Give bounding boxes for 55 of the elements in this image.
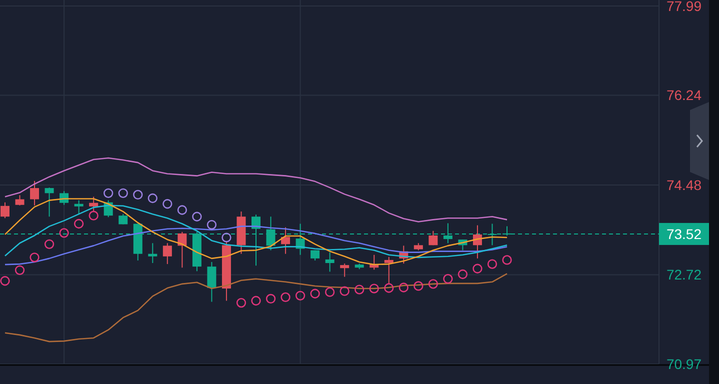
point <box>88 210 98 220</box>
point <box>428 279 438 289</box>
candlestick <box>281 226 290 254</box>
y-tick-label: 72.72 <box>666 266 702 283</box>
point <box>44 239 54 249</box>
point <box>162 199 172 209</box>
point <box>104 188 114 198</box>
candlestick <box>148 242 158 264</box>
point <box>310 288 320 298</box>
candlestick <box>118 214 128 225</box>
point <box>74 218 84 229</box>
point <box>177 205 188 215</box>
candlestick <box>340 263 350 278</box>
line-series <box>4 157 508 222</box>
point <box>280 292 290 302</box>
point <box>354 284 364 294</box>
point <box>266 294 276 304</box>
point <box>222 232 232 242</box>
point <box>340 286 350 296</box>
candlestick <box>162 242 172 265</box>
point <box>148 193 158 204</box>
point <box>192 212 202 222</box>
point <box>502 255 512 265</box>
point <box>398 282 408 292</box>
point <box>384 283 394 293</box>
point <box>0 276 10 286</box>
point <box>59 228 69 238</box>
y-tick-label: 74.48 <box>666 176 702 193</box>
point <box>443 274 453 284</box>
point <box>414 281 424 291</box>
point <box>472 264 482 274</box>
point <box>251 296 261 306</box>
point <box>458 269 468 280</box>
point <box>324 287 335 297</box>
ref-line-label: 73.52 <box>666 226 702 242</box>
y-tick-label: 70.97 <box>666 356 702 372</box>
point <box>118 188 128 198</box>
point <box>206 220 217 230</box>
candlestick <box>325 252 334 272</box>
candlestick <box>207 262 216 302</box>
candlestick <box>44 187 54 218</box>
point <box>236 298 246 308</box>
y-tick-label: 76.24 <box>666 87 702 104</box>
candlestick <box>15 194 24 206</box>
candlestick <box>0 202 10 219</box>
point <box>30 252 40 262</box>
point <box>14 265 25 275</box>
point <box>295 290 306 300</box>
y-tick-label: 77.99 <box>666 0 702 14</box>
point <box>487 259 498 269</box>
point <box>369 284 379 294</box>
candlestick <box>428 230 438 246</box>
candlestick <box>30 180 40 206</box>
point <box>133 190 143 200</box>
candlestick <box>74 200 84 215</box>
